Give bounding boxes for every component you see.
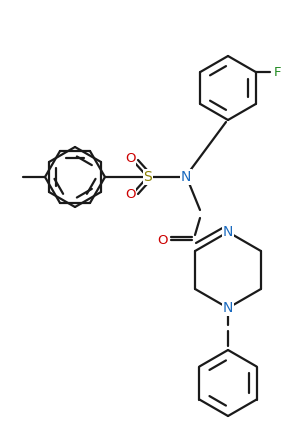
Text: N: N (223, 225, 233, 239)
Text: N: N (223, 301, 233, 315)
Text: O: O (125, 188, 135, 201)
Text: N: N (181, 170, 191, 184)
Text: S: S (144, 170, 152, 184)
Text: O: O (158, 234, 168, 247)
Text: O: O (125, 152, 135, 165)
Text: F: F (274, 66, 282, 79)
